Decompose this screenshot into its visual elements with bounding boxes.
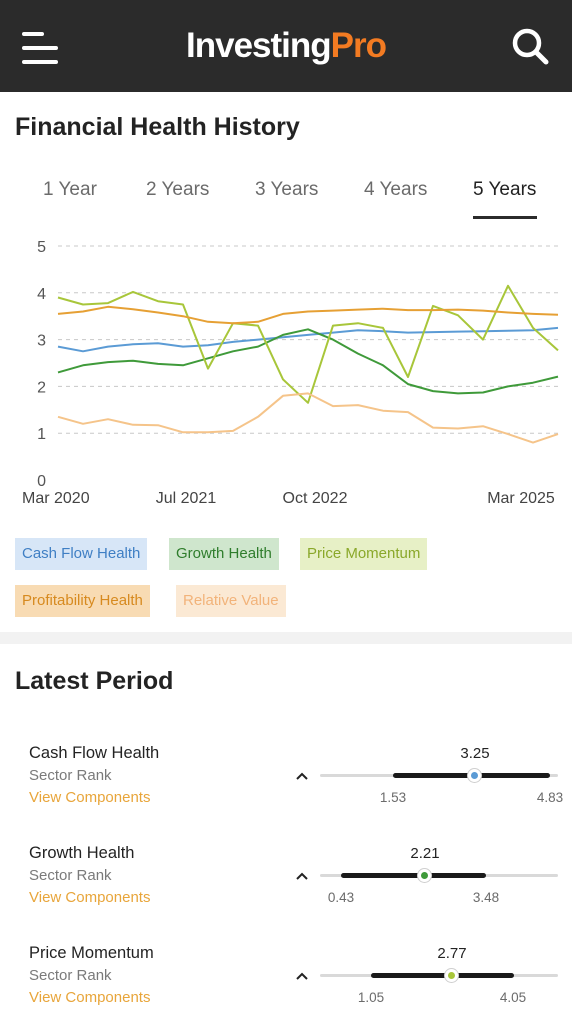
active-tab-indicator bbox=[473, 216, 537, 219]
sector-rank-high: 3.48 bbox=[472, 890, 500, 905]
sector-rank-low: 0.43 bbox=[327, 890, 355, 905]
section-divider bbox=[0, 632, 572, 644]
y-tick-label: 0 bbox=[37, 473, 46, 490]
legend-price-momentum[interactable]: Price Momentum bbox=[300, 538, 428, 570]
search-icon[interactable] bbox=[510, 26, 550, 66]
tab-2-years[interactable]: 2 Years bbox=[146, 179, 210, 200]
chevron-up-icon[interactable] bbox=[294, 870, 310, 882]
metric-value: 2.77 bbox=[437, 945, 467, 962]
metric-value: 2.21 bbox=[410, 845, 440, 862]
metric-sector-rank-label: Sector Rank bbox=[29, 967, 112, 984]
x-tick-label: Mar 2020 bbox=[22, 490, 90, 507]
x-tick-label: Oct 2022 bbox=[283, 490, 348, 507]
metric-value-marker bbox=[418, 869, 431, 882]
tab-4-years[interactable]: 4 Years bbox=[364, 179, 428, 200]
x-tick-label: Jul 2021 bbox=[156, 490, 217, 507]
health-history-chart: 0 1 2 3 4 5 Mar 2020 Jul 2021 Oct 2022 Mar 2025 bbox=[22, 239, 559, 507]
sector-rank-slider bbox=[320, 769, 558, 782]
sector-rank-slider bbox=[320, 969, 558, 982]
top-bar: InvestingPro bbox=[0, 0, 572, 92]
chevron-up-icon[interactable] bbox=[294, 970, 310, 982]
series-line-profitability-health bbox=[57, 305, 559, 325]
brand-logo: InvestingPro bbox=[0, 26, 572, 66]
sector-rank-low: 1.53 bbox=[379, 790, 407, 805]
legend-profitability-health[interactable]: Profitability Health bbox=[15, 585, 150, 617]
tab-5-years[interactable]: 5 Years bbox=[473, 179, 537, 200]
view-components-link[interactable]: View Components bbox=[29, 989, 151, 1006]
metric-value: 3.25 bbox=[460, 745, 490, 762]
metric-name: Growth Health bbox=[29, 844, 135, 862]
sector-rank-slider bbox=[320, 869, 558, 882]
brand-accent: Pro bbox=[330, 26, 387, 65]
chevron-up-icon[interactable] bbox=[294, 770, 310, 782]
view-components-link[interactable]: View Components bbox=[29, 789, 151, 806]
hamburger-icon[interactable] bbox=[22, 30, 58, 66]
x-tick-label: Mar 2025 bbox=[487, 490, 555, 507]
y-tick-label: 5 bbox=[37, 239, 46, 256]
view-components-link[interactable]: View Components bbox=[29, 889, 151, 906]
legend-cash-flow-health[interactable]: Cash Flow Health bbox=[15, 538, 148, 570]
metric-value-marker bbox=[468, 769, 481, 782]
sector-rank-high: 4.05 bbox=[499, 990, 527, 1005]
sector-rank-low: 1.05 bbox=[357, 990, 385, 1005]
sector-rank-high: 4.83 bbox=[536, 790, 564, 805]
y-tick-label: 2 bbox=[37, 379, 46, 396]
metric-name: Cash Flow Health bbox=[29, 744, 160, 762]
y-tick-label: 3 bbox=[37, 333, 46, 350]
brand-primary: Investing bbox=[186, 26, 332, 65]
metric-value-marker bbox=[445, 969, 458, 982]
series-line-price-momentum bbox=[57, 284, 559, 404]
metric-sector-rank-label: Sector Rank bbox=[29, 767, 112, 784]
y-tick-label: 1 bbox=[37, 426, 46, 443]
metric-sector-rank-label: Sector Rank bbox=[29, 867, 112, 884]
tab-1-year[interactable]: 1 Year bbox=[43, 179, 97, 200]
legend-relative-value[interactable]: Relative Value bbox=[176, 585, 286, 617]
period-tabs: 1 Year 2 Years 3 Years 4 Years 5 Years bbox=[0, 175, 572, 221]
sector-rank-range bbox=[341, 873, 486, 878]
metric-name: Price Momentum bbox=[29, 944, 154, 962]
y-tick-label: 4 bbox=[37, 286, 46, 303]
latest-period-title: Latest Period bbox=[15, 667, 174, 695]
financial-health-title: Financial Health History bbox=[15, 113, 300, 141]
series-line-relative-value bbox=[57, 392, 559, 444]
series-line-growth-health bbox=[57, 328, 559, 395]
sector-rank-range bbox=[371, 973, 514, 978]
tab-3-years[interactable]: 3 Years bbox=[255, 179, 319, 200]
legend-growth-health[interactable]: Growth Health bbox=[169, 538, 279, 570]
